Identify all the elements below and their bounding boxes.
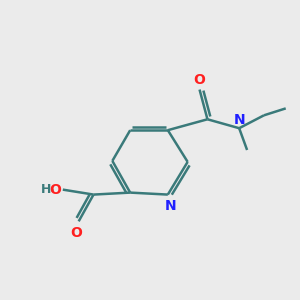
Text: O: O: [49, 183, 61, 196]
Text: H: H: [40, 183, 51, 196]
Text: O: O: [194, 73, 206, 87]
Text: O: O: [71, 226, 82, 240]
Text: N: N: [165, 199, 177, 212]
Text: N: N: [233, 113, 245, 127]
